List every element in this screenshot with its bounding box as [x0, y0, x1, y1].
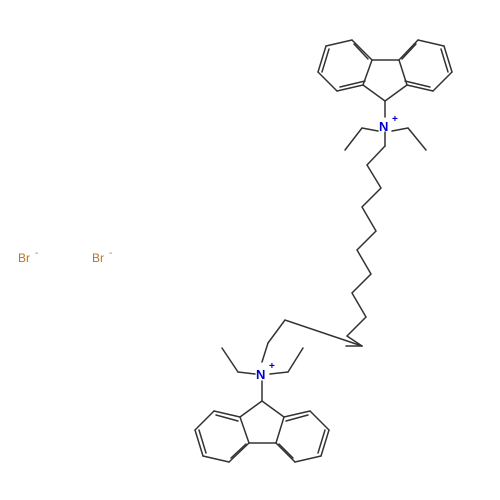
nitrogen-top-charge: +	[392, 114, 398, 125]
nitrogen-bottom-charge: +	[269, 361, 275, 372]
ammonium-bottom: N +	[221, 342, 304, 402]
alkyl-chain	[267, 145, 386, 347]
fluorene-top	[317, 39, 453, 102]
bromide-ion-1: Br -	[18, 248, 38, 265]
fluorene-bottom	[194, 400, 330, 463]
bromide-1-charge: -	[35, 248, 38, 259]
nitrogen-top-label: N	[379, 119, 388, 134]
bromide-1-label: Br	[18, 251, 30, 265]
bromide-ion-2: Br -	[92, 248, 112, 265]
ammonium-top: N +	[344, 100, 427, 151]
bromide-2-charge: -	[109, 248, 112, 259]
nitrogen-bottom-label: N	[256, 367, 265, 382]
bromide-2-label: Br	[92, 251, 104, 265]
